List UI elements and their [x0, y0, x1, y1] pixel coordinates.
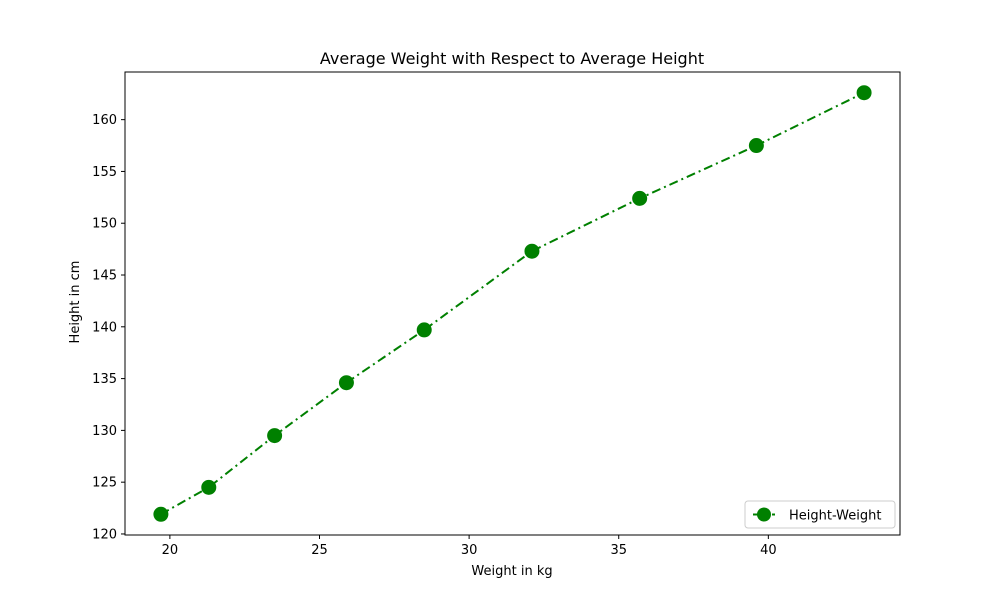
data-point — [748, 138, 764, 154]
data-point — [153, 506, 169, 522]
data-point — [856, 85, 872, 101]
x-tick-label: 40 — [760, 543, 777, 558]
y-tick-label: 140 — [92, 320, 117, 335]
data-point — [632, 190, 648, 206]
legend-marker — [757, 507, 771, 522]
x-tick-label: 25 — [311, 543, 328, 558]
data-point — [267, 428, 283, 444]
x-tick-label: 30 — [461, 543, 478, 558]
y-tick-label: 135 — [92, 372, 117, 387]
data-point — [338, 375, 354, 391]
y-tick-label: 160 — [92, 113, 117, 128]
y-tick-label: 120 — [92, 527, 117, 542]
data-point — [201, 479, 217, 495]
y-axis-label: Height in cm — [68, 261, 83, 344]
y-tick-label: 125 — [92, 476, 117, 491]
y-tick-label: 155 — [92, 165, 117, 180]
legend-box — [744, 500, 896, 529]
y-tick-label: 145 — [92, 269, 117, 284]
x-axis-label: Weight in kg — [471, 564, 552, 579]
series-line — [160, 91, 865, 516]
y-tick-label: 150 — [92, 217, 117, 232]
plot-frame — [124, 71, 901, 536]
y-tick-label: 130 — [92, 424, 117, 439]
x-tick-label: 35 — [610, 543, 627, 558]
legend: Height-Weight — [744, 500, 896, 529]
chart-title: Average Weight with Respect to Average H… — [320, 49, 704, 68]
data-point — [524, 243, 540, 259]
legend-label: Height-Weight — [789, 509, 881, 524]
x-tick-label: 20 — [162, 543, 179, 558]
data-point — [416, 322, 432, 338]
